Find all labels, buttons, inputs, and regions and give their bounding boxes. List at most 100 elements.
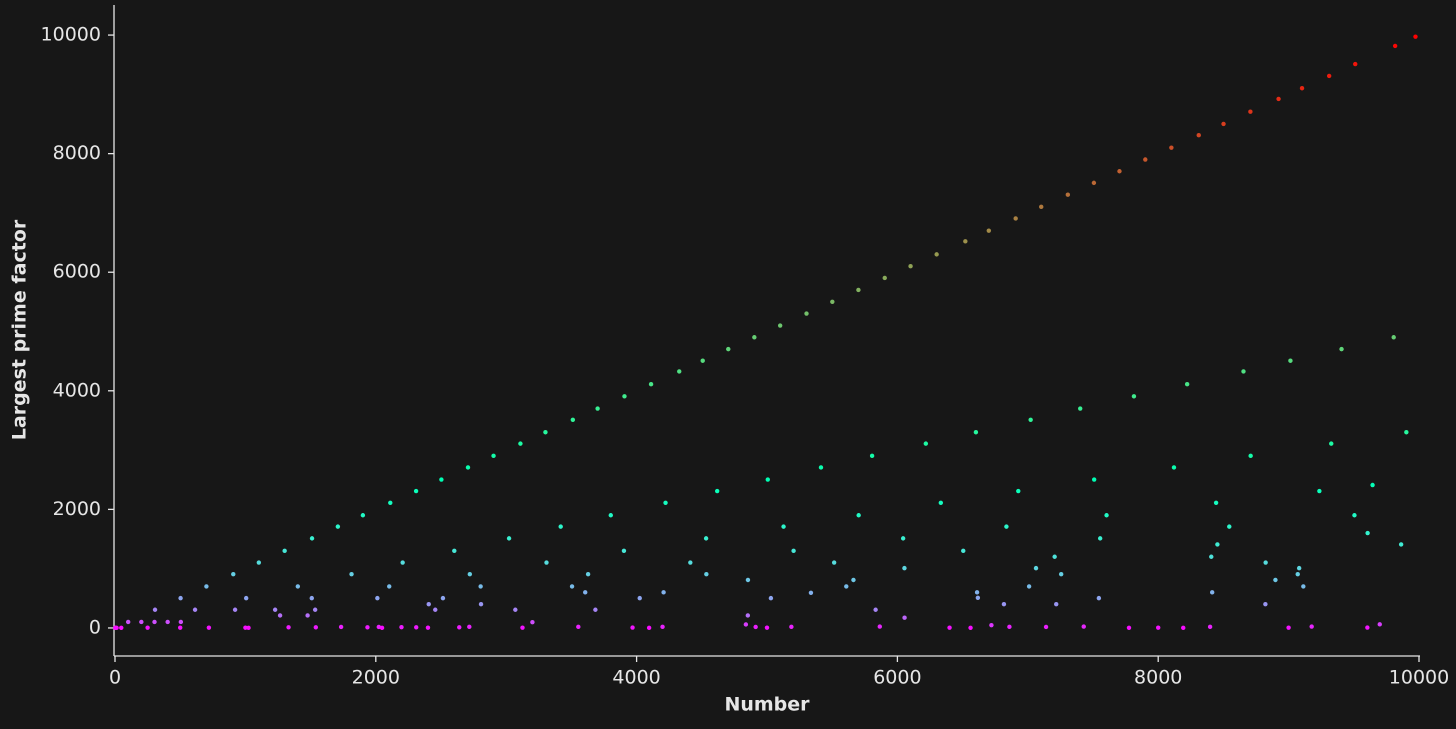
point [882, 275, 887, 281]
point [1295, 571, 1300, 577]
point [1126, 625, 1132, 630]
point [585, 571, 591, 577]
point [1309, 624, 1314, 629]
point [491, 453, 496, 459]
point [622, 394, 627, 399]
point [1352, 513, 1357, 518]
point [1248, 453, 1253, 459]
point [1398, 542, 1404, 547]
point [1326, 73, 1332, 79]
point [1078, 406, 1083, 411]
y-tick-label: 8000 [53, 142, 101, 164]
point [974, 590, 980, 595]
point [465, 465, 471, 470]
point [305, 613, 310, 618]
point [1026, 584, 1032, 589]
point [387, 584, 392, 589]
point [1288, 358, 1293, 363]
point [908, 264, 913, 269]
point [743, 622, 749, 627]
point [791, 548, 796, 554]
point [1156, 625, 1161, 630]
point [1317, 488, 1322, 494]
point [543, 430, 548, 435]
point [365, 625, 370, 630]
point [1329, 441, 1334, 446]
point [1004, 524, 1009, 529]
point [335, 524, 341, 529]
point [1365, 625, 1370, 630]
point [1241, 369, 1246, 374]
point [576, 624, 581, 630]
point [433, 607, 438, 612]
point [1299, 86, 1305, 91]
point [1370, 482, 1375, 488]
point [530, 620, 535, 625]
point [804, 311, 809, 316]
point [570, 417, 576, 422]
point [856, 287, 861, 293]
point [938, 500, 944, 505]
point [902, 565, 907, 571]
point [1377, 622, 1382, 627]
point [661, 590, 666, 595]
point [1043, 624, 1049, 630]
point [309, 595, 314, 601]
point [663, 500, 668, 505]
point [745, 577, 751, 583]
point [379, 625, 385, 631]
point [178, 625, 183, 630]
point [1007, 624, 1012, 630]
point [648, 382, 654, 387]
point [608, 513, 613, 518]
point [873, 607, 878, 612]
point [204, 584, 209, 589]
point [856, 513, 861, 518]
point [968, 625, 973, 630]
point [413, 488, 419, 494]
point [152, 619, 157, 625]
point [243, 625, 248, 630]
point [1263, 601, 1268, 607]
x-tick-label: 8000 [1134, 667, 1182, 689]
point [256, 560, 262, 565]
point [1339, 346, 1344, 352]
x-tick-label: 4000 [612, 667, 660, 689]
point [752, 335, 757, 340]
point [818, 465, 824, 470]
point [869, 453, 875, 459]
point [272, 607, 278, 612]
point [1196, 133, 1201, 138]
point [621, 548, 627, 554]
point [1081, 624, 1086, 629]
point [595, 406, 600, 411]
point [768, 595, 774, 601]
x-tick-label: 10000 [1389, 667, 1449, 689]
point [1039, 204, 1044, 210]
point [831, 560, 837, 565]
point [388, 500, 393, 505]
point [900, 536, 906, 541]
point [439, 477, 444, 482]
point [1096, 595, 1102, 601]
point [726, 346, 731, 352]
point [1215, 542, 1220, 547]
y-tick-label: 0 [89, 616, 101, 638]
point [125, 619, 131, 625]
point [452, 548, 457, 554]
point [1052, 554, 1057, 559]
point [313, 625, 319, 630]
point [231, 571, 236, 577]
point [1413, 34, 1418, 39]
point [1263, 560, 1268, 565]
point [243, 595, 249, 601]
point [119, 625, 124, 630]
point [178, 619, 184, 625]
point [1097, 536, 1103, 541]
point [660, 624, 665, 630]
point [1169, 145, 1174, 150]
point [457, 625, 462, 630]
point [1033, 565, 1039, 571]
point [349, 571, 354, 577]
